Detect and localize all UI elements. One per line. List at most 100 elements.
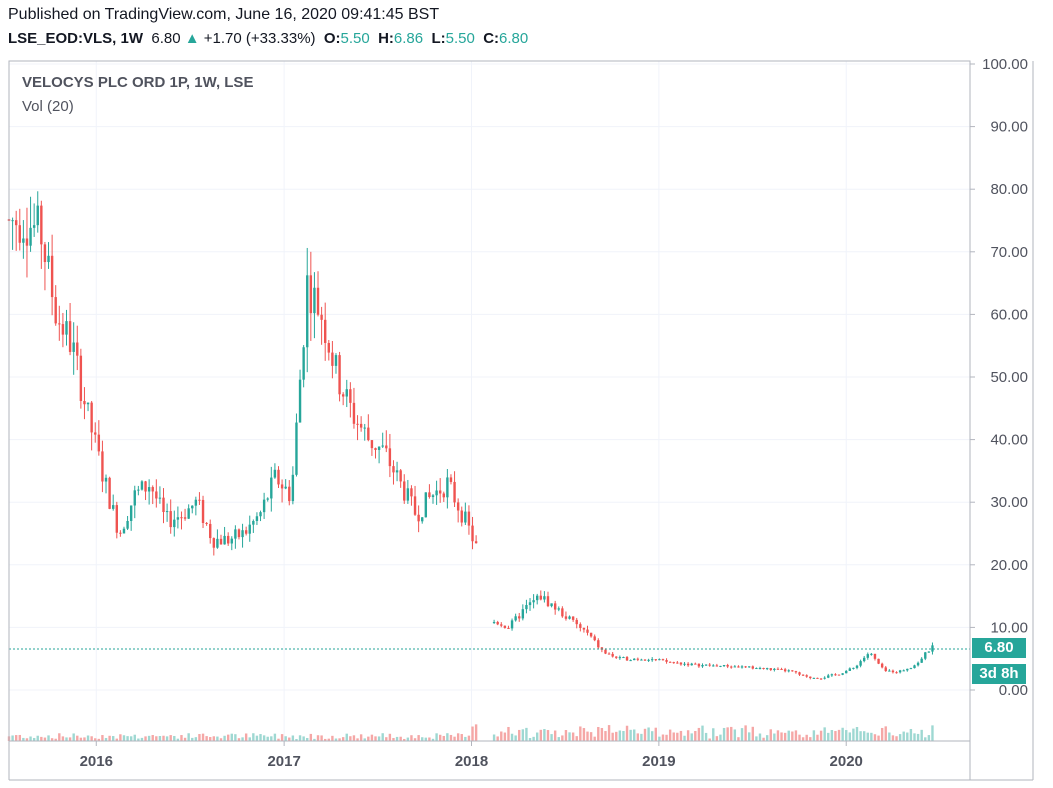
y-tick-label: 100.00 [982, 56, 1028, 73]
volume-bar [126, 736, 129, 741]
candle-body [119, 532, 122, 534]
volume-bar [873, 734, 877, 741]
candle-body [909, 668, 913, 670]
candle-body [349, 389, 352, 403]
volume-bar [65, 737, 68, 741]
volume-bar [158, 736, 162, 741]
candle-body [363, 427, 366, 429]
time-axis[interactable]: 2016 2017 2018 2019 2020 [80, 741, 863, 770]
candle-body [762, 667, 765, 669]
volume-bar [697, 727, 701, 741]
candle-body [618, 657, 622, 659]
volume-bar [255, 735, 259, 741]
volume-bar [327, 738, 330, 741]
candle-body [913, 665, 916, 669]
volume-legend[interactable]: Vol (20) [22, 98, 74, 115]
candle-body [137, 489, 140, 491]
candle-body [259, 512, 262, 517]
volume-bar [701, 725, 704, 741]
volume-bar [679, 730, 683, 741]
volume-bar [180, 735, 183, 741]
volume-bar [313, 738, 316, 741]
volume-bar [223, 735, 226, 741]
volume-bar [90, 736, 93, 741]
candle-body [43, 244, 47, 263]
candle-body [697, 663, 701, 667]
candle-body [694, 663, 697, 665]
volume-bar [579, 726, 582, 741]
volume-bar [507, 726, 510, 741]
candle-body [331, 352, 334, 366]
candle-body [798, 672, 801, 675]
volume-bar [460, 734, 463, 741]
candle-body [819, 678, 823, 680]
candle-body [827, 675, 830, 678]
candle-body [543, 596, 546, 600]
candle-body [237, 529, 241, 538]
volume-bar [845, 730, 848, 741]
volume-bar [262, 735, 266, 741]
candle-body [841, 673, 844, 675]
volume-bar [359, 734, 363, 741]
candle-body [834, 674, 837, 676]
candle-body [47, 255, 50, 263]
volume-bar [212, 736, 216, 741]
candle-body [456, 502, 460, 511]
candle-body [880, 663, 884, 668]
candle-body [564, 616, 568, 619]
volume-bar [474, 724, 478, 741]
volume-bar [11, 735, 14, 741]
candle-body [676, 662, 679, 664]
candle-body [255, 516, 259, 521]
price-axis[interactable]: 100.00 90.00 80.00 70.00 60.00 50.00 40.00 30.0… [970, 56, 1028, 699]
candle-body [248, 524, 251, 534]
volume-bar [550, 734, 553, 741]
candle-body [165, 511, 169, 513]
symbol-label[interactable]: LSE_EOD:VLS, 1W [8, 30, 144, 47]
volume-bar [694, 731, 697, 741]
volume-bar [615, 731, 618, 741]
candle-body [431, 495, 435, 498]
volume-bar [104, 737, 108, 741]
volume-bar [428, 737, 431, 741]
candle-body [381, 445, 384, 447]
volume-bar [151, 735, 154, 741]
candle-body [280, 484, 284, 489]
chart-legend-title[interactable]: VELOCYS PLC ORD 1P, 1W, LSE [22, 74, 254, 91]
volume-bar [331, 735, 334, 741]
candle-body [679, 662, 683, 665]
volume-bar [76, 735, 79, 741]
volume-bar [395, 736, 399, 741]
candle-body [345, 389, 348, 397]
candle-body [722, 665, 726, 667]
volume-bar [284, 736, 287, 741]
candle-body [654, 659, 657, 661]
volume-bar [201, 733, 205, 741]
volume-bar [341, 737, 345, 741]
candle-body [126, 520, 129, 529]
volume-bar [162, 735, 165, 741]
candle-body [22, 238, 25, 243]
candle-body [291, 474, 295, 502]
volume-bar [755, 736, 758, 741]
volume-bar [403, 738, 406, 741]
candle-body [173, 519, 176, 528]
candle-body [665, 660, 668, 662]
candle-body [288, 486, 291, 502]
volume-bar [557, 737, 560, 741]
volume-bar [920, 729, 923, 741]
candle-body [514, 616, 517, 621]
candle-body [586, 629, 589, 633]
volume-bar [909, 728, 913, 741]
volume-bar [248, 737, 251, 741]
candle-body [68, 321, 72, 352]
candle-body [525, 605, 528, 610]
volume-bar [410, 735, 413, 741]
volume-bar [564, 730, 568, 741]
y-tick-label: 0.00 [999, 682, 1028, 699]
volume-bar [316, 735, 320, 741]
volume-bar [658, 736, 661, 741]
volume-bar [266, 736, 269, 741]
candle-body [719, 665, 722, 667]
